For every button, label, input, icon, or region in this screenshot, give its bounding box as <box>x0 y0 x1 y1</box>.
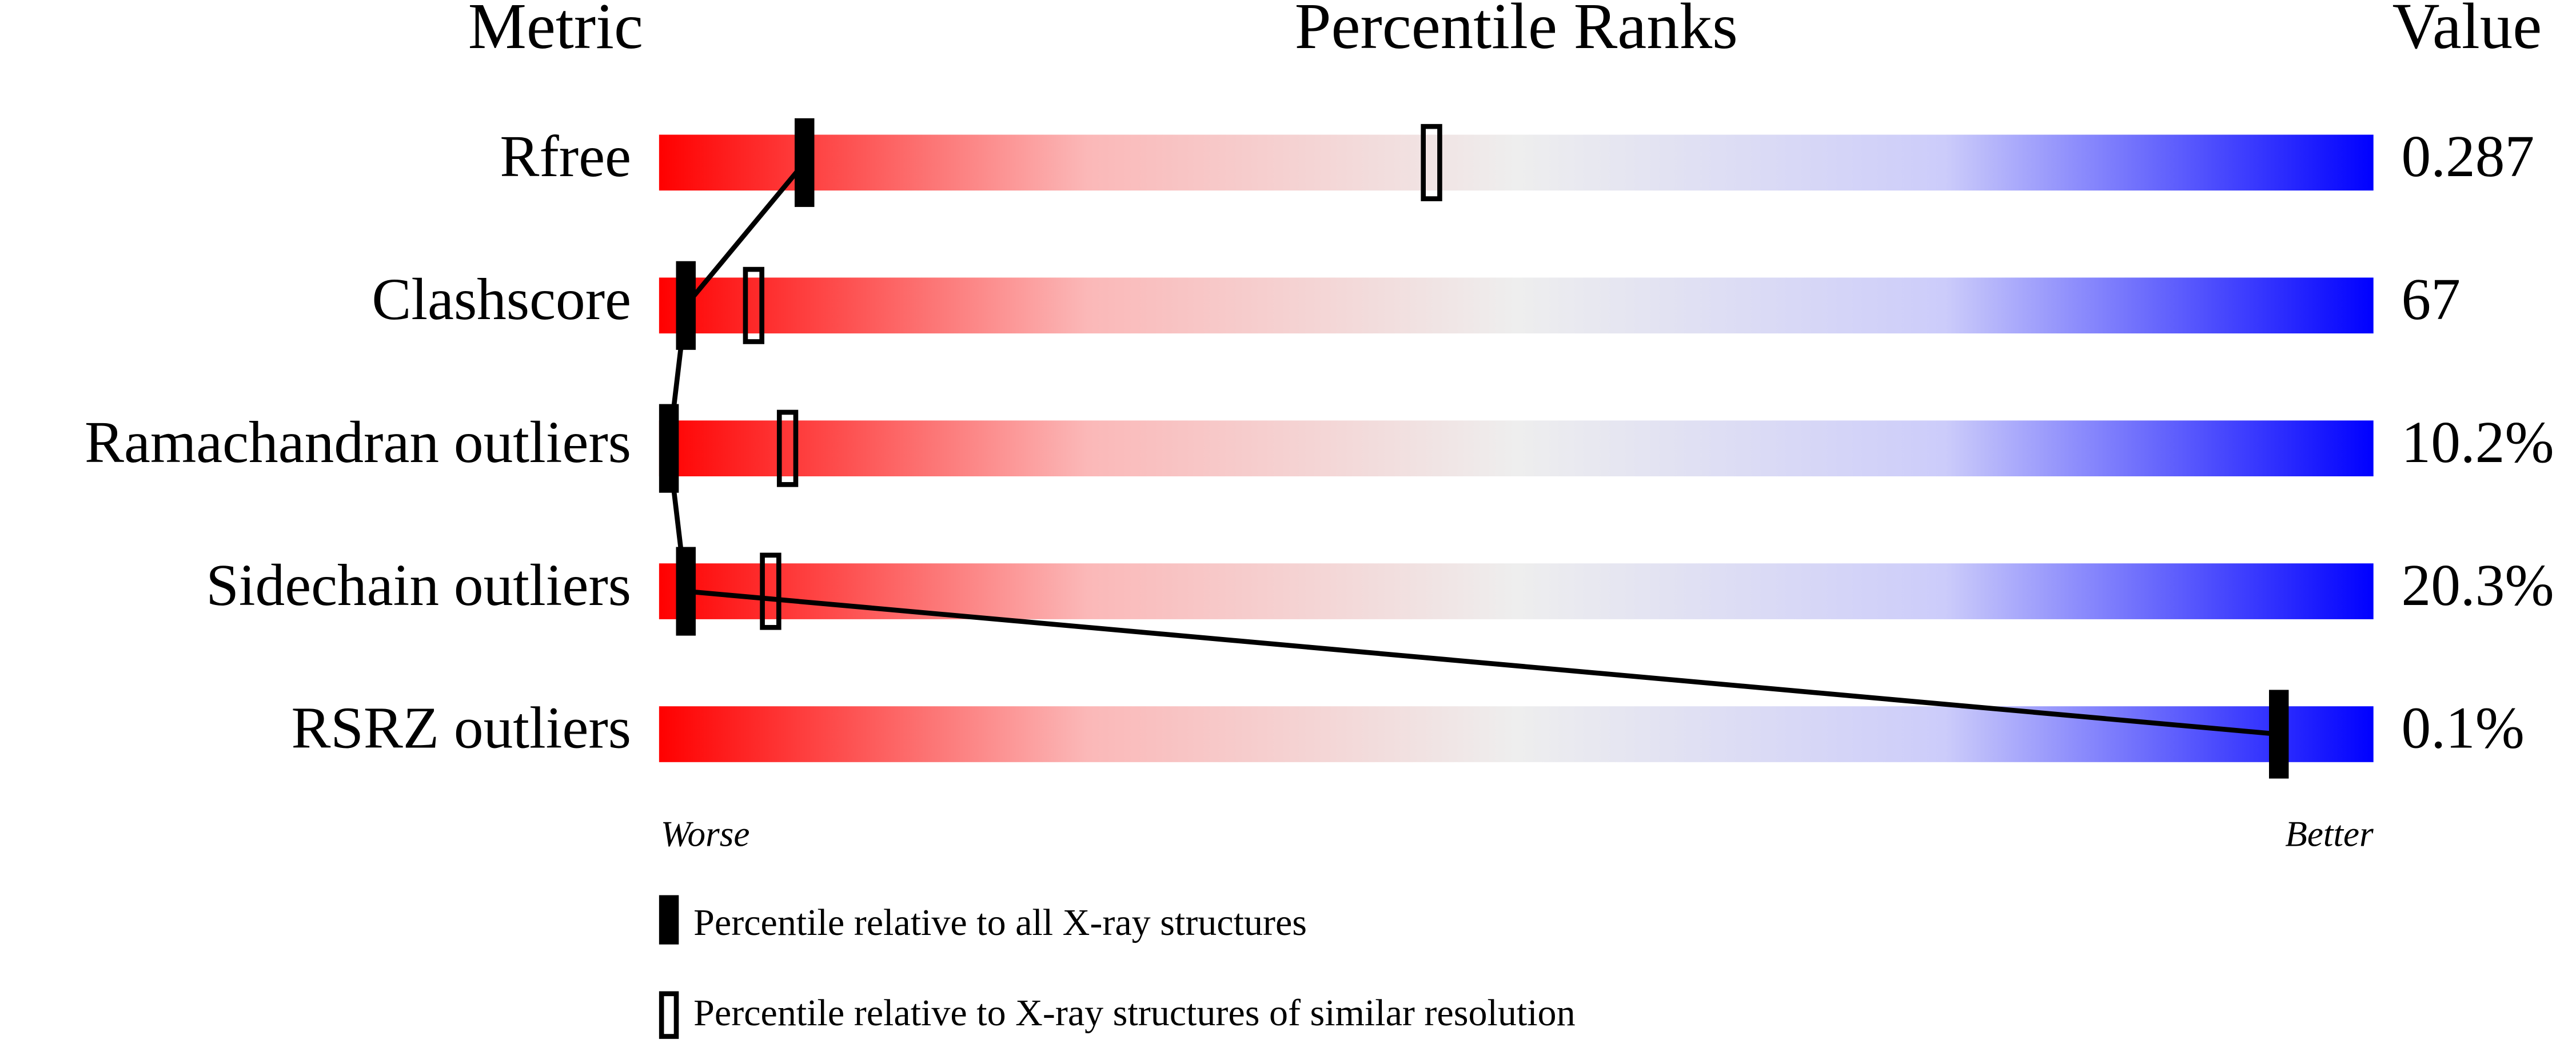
all-structures-marker <box>795 118 815 207</box>
gradient-bar <box>659 277 2374 334</box>
legend-label: Percentile relative to X-ray structures … <box>693 992 1575 1034</box>
legend-label: Percentile relative to all X-ray structu… <box>693 902 1307 944</box>
ranks-header: Percentile Ranks <box>1295 0 1738 62</box>
similar-resolution-marker <box>760 552 781 630</box>
metric-value: 0.1% <box>2402 696 2525 761</box>
gradient-bar <box>659 420 2374 477</box>
metric-label: Clashscore <box>372 267 631 332</box>
metric-label: Rfree <box>500 124 631 189</box>
metric-label: Ramachandran outliers <box>85 410 631 475</box>
legend-swatch-filled <box>659 895 679 945</box>
metric-header: Metric <box>468 0 643 62</box>
gradient-bar <box>659 134 2374 191</box>
low-label: Worse <box>661 814 750 854</box>
all-structures-marker <box>676 261 696 350</box>
all-structures-marker <box>676 547 696 636</box>
metric-label: Sidechain outliers <box>206 553 631 618</box>
legend-swatch-hollow <box>659 991 679 1039</box>
metric-value: 0.287 <box>2402 124 2535 189</box>
similar-resolution-marker <box>743 266 764 344</box>
metric-value: 20.3% <box>2402 553 2554 618</box>
similar-resolution-marker <box>1421 124 1442 201</box>
similar-resolution-marker <box>776 409 799 487</box>
all-structures-marker <box>659 404 679 493</box>
value-header: Value <box>2392 0 2542 62</box>
metric-label: RSRZ outliers <box>291 696 631 761</box>
metric-value: 10.2% <box>2402 410 2554 475</box>
all-structures-marker <box>2268 690 2289 779</box>
gradient-bar <box>659 563 2374 619</box>
high-label: Better <box>2285 814 2374 854</box>
gradient-bar <box>659 706 2374 762</box>
metric-value: 67 <box>2402 267 2461 332</box>
